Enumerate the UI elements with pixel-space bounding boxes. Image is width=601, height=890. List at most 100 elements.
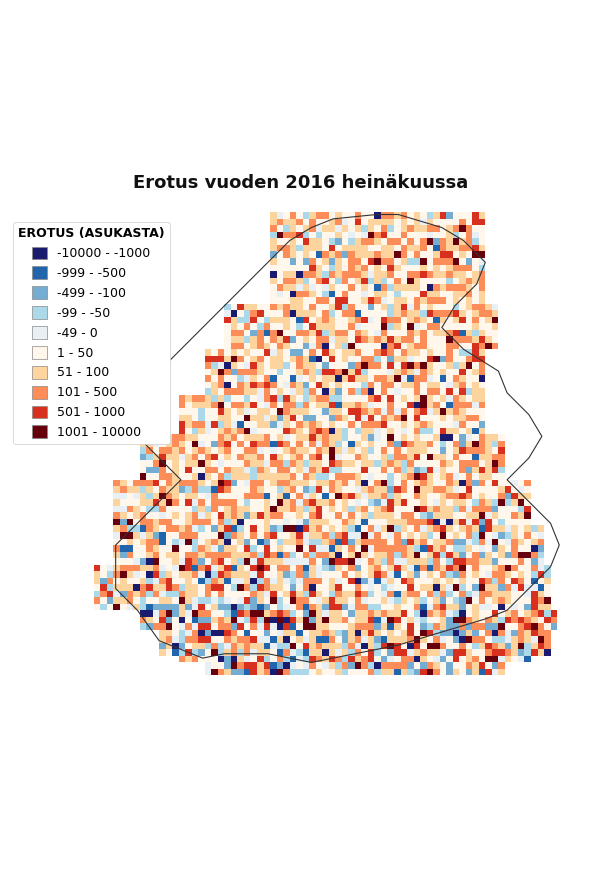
Bar [355, 662, 361, 669]
Bar [100, 578, 107, 584]
Bar [231, 532, 237, 538]
Bar [283, 427, 290, 434]
Bar [146, 493, 153, 499]
Bar [316, 552, 322, 558]
Bar [257, 538, 263, 545]
Bar [198, 401, 205, 408]
Bar [296, 578, 303, 584]
Bar [270, 603, 276, 611]
Bar [518, 493, 525, 499]
Bar [427, 603, 433, 611]
Bar [511, 486, 518, 493]
Bar [472, 388, 479, 395]
Bar [237, 330, 244, 336]
Bar [276, 362, 283, 368]
Bar [120, 486, 127, 493]
Bar [413, 330, 420, 336]
Bar [472, 545, 479, 552]
Bar [283, 525, 290, 532]
Bar [127, 525, 133, 532]
Bar [498, 434, 505, 441]
Bar [224, 317, 231, 323]
Bar [146, 519, 153, 525]
Bar [296, 278, 303, 284]
Bar [309, 623, 316, 630]
Bar [518, 584, 525, 591]
Bar [537, 643, 544, 650]
Bar [263, 311, 270, 317]
Bar [296, 564, 303, 571]
Bar [420, 258, 427, 264]
Bar [127, 591, 133, 597]
Bar [472, 219, 479, 225]
Bar [263, 513, 270, 519]
Bar [212, 408, 218, 415]
Bar [479, 225, 486, 232]
Bar [427, 362, 433, 368]
Bar [394, 323, 400, 330]
Bar [296, 297, 303, 303]
Bar [486, 623, 492, 630]
Bar [316, 538, 322, 545]
Bar [185, 611, 192, 617]
Bar [257, 519, 263, 525]
Bar [296, 232, 303, 239]
Bar [290, 408, 296, 415]
Bar [322, 447, 329, 454]
Bar [368, 486, 374, 493]
Bar [407, 650, 413, 656]
Bar [361, 623, 368, 630]
Bar [394, 388, 400, 395]
Bar [466, 408, 472, 415]
Bar [368, 336, 374, 343]
Bar [355, 258, 361, 264]
Bar [492, 466, 498, 473]
Bar [394, 519, 400, 525]
Bar [459, 291, 466, 297]
Bar [224, 311, 231, 317]
Bar [270, 421, 276, 427]
Bar [146, 558, 153, 564]
Bar [224, 571, 231, 578]
Bar [270, 388, 276, 395]
Bar [498, 447, 505, 454]
Bar [263, 317, 270, 323]
Bar [368, 245, 374, 252]
Bar [172, 597, 178, 603]
Bar [355, 311, 361, 317]
Bar [381, 506, 388, 513]
Bar [342, 388, 349, 395]
Bar [453, 382, 459, 388]
Bar [466, 519, 472, 525]
Bar [192, 558, 198, 564]
Bar [198, 564, 205, 571]
Bar [212, 401, 218, 408]
Bar [518, 623, 525, 630]
Bar [114, 552, 120, 558]
Bar [342, 408, 349, 415]
Bar [192, 650, 198, 656]
Bar [283, 388, 290, 395]
Bar [427, 493, 433, 499]
Bar [453, 623, 459, 630]
Bar [361, 434, 368, 441]
Bar [479, 597, 486, 603]
Bar [166, 480, 172, 486]
Bar [388, 493, 394, 499]
Bar [400, 545, 407, 552]
Bar [244, 650, 251, 656]
Bar [537, 603, 544, 611]
Bar [296, 336, 303, 343]
Bar [537, 617, 544, 623]
Bar [218, 603, 224, 611]
Bar [531, 597, 537, 603]
Bar [525, 513, 531, 519]
Bar [237, 591, 244, 597]
Bar [133, 493, 139, 499]
Bar [198, 506, 205, 513]
Bar [511, 558, 518, 564]
Bar [466, 571, 472, 578]
Bar [218, 466, 224, 473]
Bar [361, 368, 368, 376]
Bar [394, 427, 400, 434]
